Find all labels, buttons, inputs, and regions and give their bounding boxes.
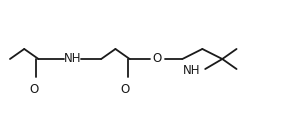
Text: O: O (121, 83, 130, 96)
Text: NH: NH (64, 53, 82, 65)
Text: O: O (152, 53, 161, 65)
Text: NH: NH (183, 64, 200, 77)
Text: O: O (30, 83, 39, 96)
